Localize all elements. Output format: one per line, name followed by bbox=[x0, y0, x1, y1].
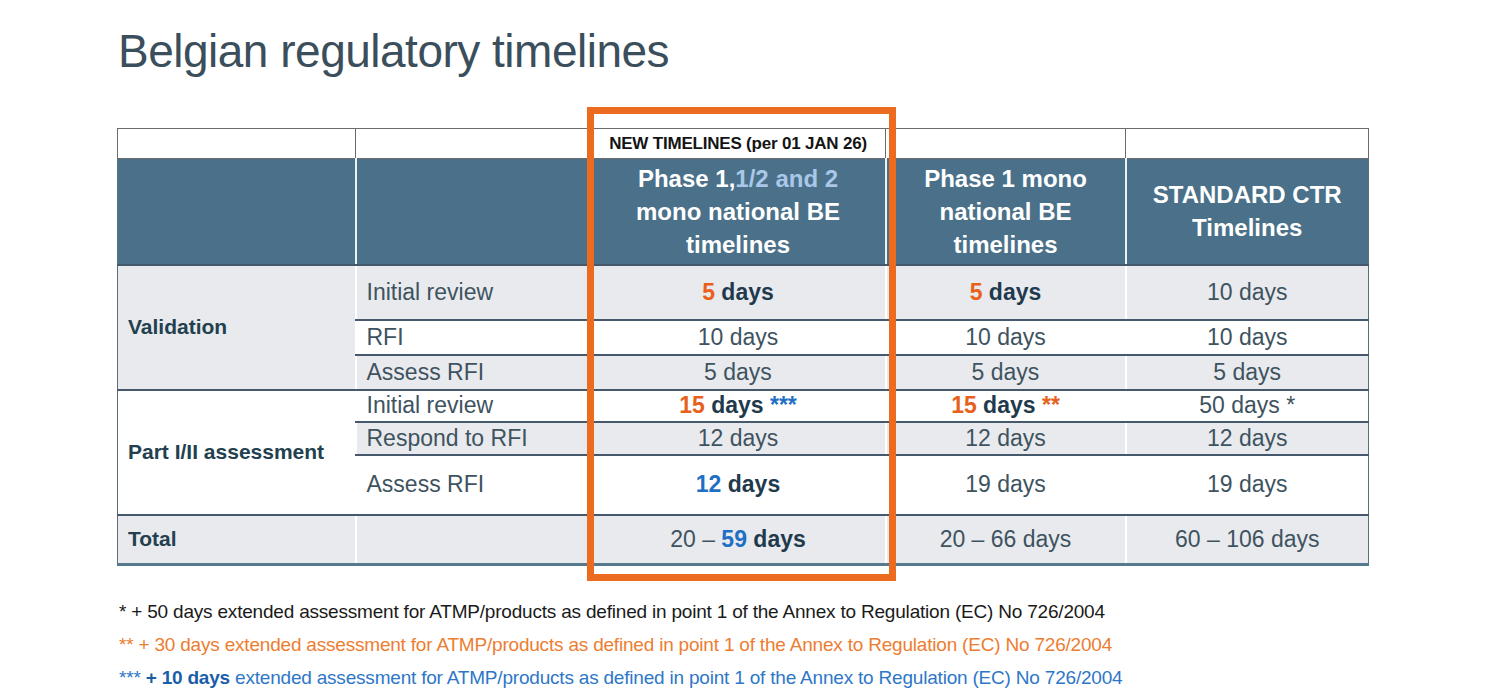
column-header-phase-1-12-2: Phase 1,1/2 and 2 mono national BE timel… bbox=[591, 159, 886, 265]
timeline-value-cell: 19 days bbox=[886, 455, 1126, 515]
timeline-value-cell: 12 days bbox=[1126, 422, 1369, 455]
banner-cell-empty bbox=[886, 129, 1126, 159]
total-label: Total bbox=[118, 515, 356, 565]
total-value-cell: 20 – 59 days bbox=[591, 515, 886, 565]
timeline-value-cell: 50 days * bbox=[1126, 390, 1369, 422]
row-label-initial-review: Initial review bbox=[356, 265, 591, 320]
timeline-value-cell: 15 days *** bbox=[591, 390, 886, 422]
row-label-rfi: RFI bbox=[356, 320, 591, 355]
row-label-initial-review: Initial review bbox=[356, 390, 591, 422]
header-cell-empty bbox=[356, 159, 591, 265]
timeline-value-cell: 12 days bbox=[591, 455, 886, 515]
footnotes: * + 50 days extended assessment for ATMP… bbox=[119, 601, 1122, 694]
row-label-respond-to-rfi: Respond to RFI bbox=[356, 422, 591, 455]
timeline-value-cell: 5 days bbox=[1126, 355, 1369, 390]
timeline-value-cell: 19 days bbox=[1126, 455, 1369, 515]
table-header-row: Phase 1,1/2 and 2 mono national BE timel… bbox=[118, 159, 1369, 265]
column-header-phase-1-mono: Phase 1 mono national BE timelines bbox=[886, 159, 1126, 265]
row-label-assess-rfi: Assess RFI bbox=[356, 355, 591, 390]
timeline-value-cell: 10 days bbox=[1126, 265, 1369, 320]
banner-cell-empty bbox=[356, 129, 591, 159]
timeline-value-cell: 5 days bbox=[886, 265, 1126, 320]
timeline-value-cell: 12 days bbox=[591, 422, 886, 455]
section-label-part-i-ii-assessment: Part I/II assessment bbox=[118, 390, 356, 515]
timeline-value-cell: 15 days ** bbox=[886, 390, 1126, 422]
header-cell-empty bbox=[118, 159, 356, 265]
timeline-value-cell: 10 days bbox=[591, 320, 886, 355]
footnote-3: *** + 10 days extended assessment for AT… bbox=[119, 667, 1122, 689]
footnote-2: ** + 30 days extended assessment for ATM… bbox=[119, 634, 1122, 656]
timeline-value-cell: 5 days bbox=[591, 265, 886, 320]
total-value-cell: 20 – 66 days bbox=[886, 515, 1126, 565]
timeline-value-cell: 5 days bbox=[591, 355, 886, 390]
timeline-value-cell: 5 days bbox=[886, 355, 1126, 390]
total-row: Total 20 – 59 days 20 – 66 days 60 – 106… bbox=[118, 515, 1369, 565]
table-row: Validation Initial review 5 days 5 days … bbox=[118, 265, 1369, 320]
timelines-table: NEW TIMELINES (per 01 JAN 26) Phase 1,1/… bbox=[117, 128, 1369, 566]
banner-cell-empty bbox=[1126, 129, 1369, 159]
row-label-assess-rfi: Assess RFI bbox=[356, 455, 591, 515]
page-title: Belgian regulatory timelines bbox=[118, 24, 669, 78]
total-cell-empty bbox=[356, 515, 591, 565]
timeline-value-cell: 12 days bbox=[886, 422, 1126, 455]
banner-row: NEW TIMELINES (per 01 JAN 26) bbox=[118, 129, 1369, 159]
banner-cell-empty bbox=[118, 129, 356, 159]
total-value-cell: 60 – 106 days bbox=[1126, 515, 1369, 565]
timeline-value-cell: 10 days bbox=[886, 320, 1126, 355]
timeline-value-cell: 10 days bbox=[1126, 320, 1369, 355]
footnote-1: * + 50 days extended assessment for ATMP… bbox=[119, 601, 1122, 623]
section-label-validation: Validation bbox=[118, 265, 356, 390]
column-header-standard-ctr: STANDARD CTR Timelines bbox=[1126, 159, 1369, 265]
new-timelines-banner: NEW TIMELINES (per 01 JAN 26) bbox=[591, 129, 886, 159]
table-row: Part I/II assessment Initial review 15 d… bbox=[118, 390, 1369, 422]
